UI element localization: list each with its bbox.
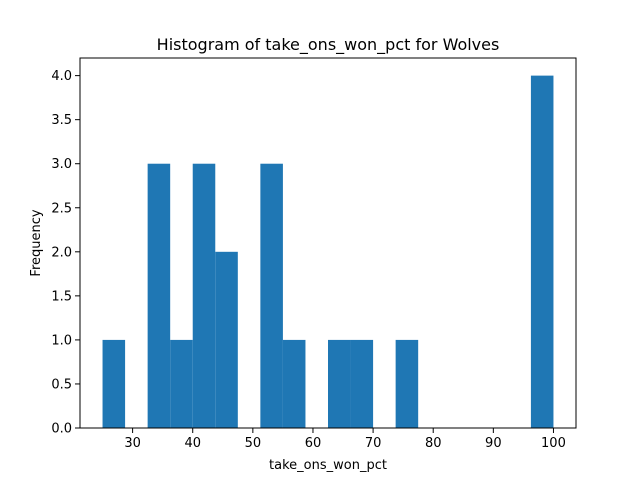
histogram-bar [147,163,171,428]
x-axis-ticks: 30 40 50 60 70 80 90 100 [124,428,566,451]
histogram-bar [530,75,554,428]
histogram-bar [260,163,283,428]
x-tick-label: 90 [485,436,502,451]
histogram-bar [282,339,306,428]
x-tick-label: 50 [245,436,262,451]
x-tick-label: 40 [184,436,201,451]
y-tick-label: 0.0 [51,422,72,437]
y-tick-label: 3.5 [51,113,72,128]
y-axis-ticks: 0.0 0.5 1.0 1.5 2.0 2.5 3.0 3.5 4.0 [51,69,80,437]
plot-frame [79,57,577,429]
histogram-bar [350,339,374,428]
x-tick-label: 100 [541,436,566,451]
histogram-bar [102,339,126,428]
x-tick-label: 70 [365,436,382,451]
x-tick-label: 30 [124,436,141,451]
histogram-bar [328,339,351,428]
x-axis-label: take_ons_won_pct [269,458,387,473]
y-tick-label: 1.5 [51,289,72,304]
y-tick-label: 2.0 [51,245,72,260]
x-tick-label: 80 [425,436,442,451]
histogram-bar [215,251,238,428]
histogram-bar [192,163,216,428]
y-tick-label: 2.5 [51,201,72,216]
chart-title: Histogram of take_ons_won_pct for Wolves [157,35,500,55]
bars-group [102,75,554,428]
y-tick-label: 0.5 [51,377,72,392]
histogram-bar [170,339,193,428]
y-tick-label: 1.0 [51,333,72,348]
y-tick-label: 4.0 [51,69,72,84]
y-tick-label: 3.0 [51,157,72,172]
x-tick-label: 60 [305,436,322,451]
y-axis-label: Frequency [29,209,44,276]
histogram-bar [395,339,419,428]
